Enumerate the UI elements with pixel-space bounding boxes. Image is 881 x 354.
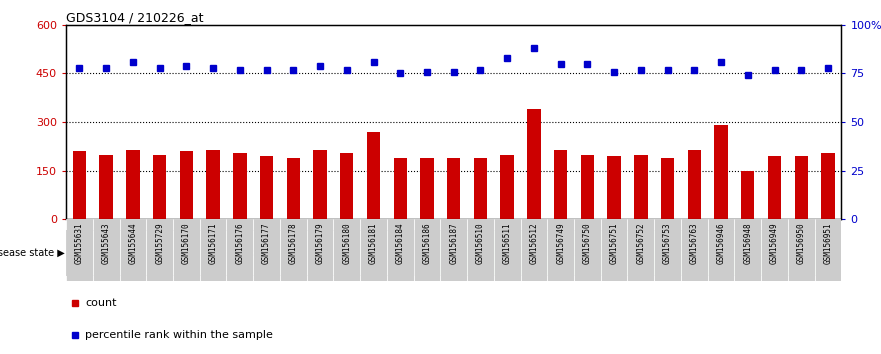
Text: GSM156181: GSM156181 — [369, 223, 378, 264]
Bar — [447, 158, 461, 219]
Bar — [500, 155, 514, 219]
Bar — [226, 219, 253, 281]
Bar — [153, 155, 167, 219]
Bar — [233, 153, 247, 219]
Bar — [521, 219, 547, 281]
Text: GSM155643: GSM155643 — [101, 223, 111, 264]
Bar — [681, 219, 707, 281]
Bar — [413, 219, 440, 281]
Bar — [795, 156, 808, 219]
Bar — [634, 155, 648, 219]
Text: GSM156180: GSM156180 — [343, 223, 352, 264]
Bar — [120, 219, 146, 281]
Bar — [607, 156, 621, 219]
Bar — [340, 153, 353, 219]
Text: GSM156950: GSM156950 — [796, 223, 806, 264]
Bar — [714, 125, 728, 219]
Bar — [741, 171, 754, 219]
Text: GSM156171: GSM156171 — [209, 223, 218, 264]
Bar — [366, 132, 381, 219]
Bar — [173, 219, 200, 281]
Bar — [547, 219, 574, 281]
Text: disease state ▶: disease state ▶ — [0, 248, 64, 258]
Text: GSM156179: GSM156179 — [315, 223, 324, 264]
Bar — [581, 155, 594, 219]
Text: GSM156949: GSM156949 — [770, 223, 779, 264]
Bar — [146, 219, 173, 281]
Text: GSM156751: GSM156751 — [610, 223, 618, 264]
Text: GSM156753: GSM156753 — [663, 223, 672, 264]
Text: insulin-resistant polycystic ovary syndrome: insulin-resistant polycystic ovary syndr… — [507, 248, 749, 258]
Bar — [73, 152, 86, 219]
Bar — [601, 219, 627, 281]
Bar — [126, 150, 139, 219]
Bar — [527, 109, 541, 219]
Text: GSM156511: GSM156511 — [503, 223, 512, 264]
Text: GSM155644: GSM155644 — [129, 223, 137, 264]
Text: count: count — [85, 298, 117, 308]
Bar — [688, 150, 701, 219]
Bar — [93, 219, 120, 281]
Bar — [554, 150, 567, 219]
Bar — [206, 150, 219, 219]
Bar — [788, 219, 815, 281]
Bar — [180, 152, 193, 219]
Text: GSM155729: GSM155729 — [155, 223, 164, 264]
Bar — [253, 219, 280, 281]
Text: GSM156749: GSM156749 — [556, 223, 565, 264]
Text: GSM156178: GSM156178 — [289, 223, 298, 264]
Bar — [100, 155, 113, 219]
Text: GSM156187: GSM156187 — [449, 223, 458, 264]
Text: GDS3104 / 210226_at: GDS3104 / 210226_at — [66, 11, 204, 24]
Text: control: control — [220, 248, 259, 258]
Bar — [413, 230, 841, 276]
Bar — [768, 156, 781, 219]
Bar — [655, 219, 681, 281]
Bar — [440, 219, 467, 281]
Text: GSM156750: GSM156750 — [583, 223, 592, 264]
Text: GSM156951: GSM156951 — [824, 223, 833, 264]
Text: GSM156186: GSM156186 — [423, 223, 432, 264]
Text: GSM155631: GSM155631 — [75, 223, 84, 264]
Bar — [494, 219, 521, 281]
Bar — [661, 158, 674, 219]
Bar — [66, 219, 93, 281]
Text: percentile rank within the sample: percentile rank within the sample — [85, 330, 273, 339]
Bar — [307, 219, 333, 281]
Bar — [260, 156, 273, 219]
Bar — [333, 219, 360, 281]
Bar — [394, 158, 407, 219]
Bar — [761, 219, 788, 281]
Bar — [66, 230, 413, 276]
Bar — [467, 219, 494, 281]
Text: GSM156176: GSM156176 — [235, 223, 244, 264]
Text: GSM156512: GSM156512 — [529, 223, 538, 264]
Text: GSM156948: GSM156948 — [744, 223, 752, 264]
Bar — [200, 219, 226, 281]
Text: GSM156763: GSM156763 — [690, 223, 699, 264]
Text: GSM156170: GSM156170 — [181, 223, 191, 264]
Bar — [314, 150, 327, 219]
Text: GSM156177: GSM156177 — [262, 223, 271, 264]
Text: GSM156510: GSM156510 — [476, 223, 485, 264]
Bar — [821, 153, 834, 219]
Bar — [707, 219, 735, 281]
Bar — [420, 158, 433, 219]
Bar — [360, 219, 387, 281]
Bar — [627, 219, 655, 281]
Bar — [735, 219, 761, 281]
Bar — [387, 219, 413, 281]
Bar — [815, 219, 841, 281]
Bar — [280, 219, 307, 281]
Text: GSM156752: GSM156752 — [636, 223, 646, 264]
Bar — [574, 219, 601, 281]
Bar — [474, 158, 487, 219]
Bar — [286, 158, 300, 219]
Text: GSM156184: GSM156184 — [396, 223, 404, 264]
Text: GSM156946: GSM156946 — [716, 223, 726, 264]
